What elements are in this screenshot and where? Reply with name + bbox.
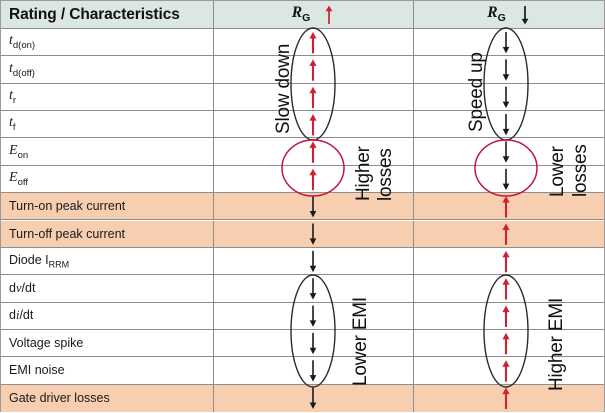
up-arrow-icon bbox=[325, 5, 333, 24]
cell-rg-down bbox=[413, 83, 604, 110]
table-row: Turn-off peak current bbox=[1, 220, 604, 248]
header-cell-rating: Rating / Characteristics bbox=[9, 5, 180, 23]
annotation-lower-losses-line1: Lower bbox=[547, 146, 568, 197]
table-row: tr bbox=[1, 83, 604, 111]
row-label-cell: tr bbox=[9, 87, 17, 106]
cell-rg-up bbox=[213, 220, 413, 247]
cell-rg-up bbox=[213, 302, 413, 329]
cell-rg-up bbox=[213, 357, 413, 384]
row-label-cell: dv/dt bbox=[9, 280, 36, 295]
row-label-cell: Diode IRRM bbox=[9, 252, 70, 270]
cell-rg-down bbox=[413, 247, 604, 275]
rg-symbol-down: RG bbox=[487, 4, 506, 25]
cell-rg-down bbox=[413, 357, 604, 384]
table-row: Turn-on peak current bbox=[1, 193, 604, 221]
cell-rg-up bbox=[213, 29, 413, 56]
cell-rg-down bbox=[413, 329, 604, 357]
row-label-cell: Voltage spike bbox=[9, 336, 84, 351]
annotation-slow-down: Slow down bbox=[273, 43, 294, 134]
row-label-cell: Turn-on peak current bbox=[9, 199, 126, 214]
cell-rg-down bbox=[413, 165, 604, 193]
annotation-higher-emi: Higher EMI bbox=[546, 297, 567, 391]
cell-rg-up bbox=[213, 138, 413, 165]
cell-rg-down bbox=[413, 220, 604, 247]
annotation-speed-up: Speed up bbox=[466, 52, 487, 132]
row-label-cell: td(on) bbox=[9, 33, 36, 52]
table-header-row: Rating / Characteristics RG RG bbox=[1, 1, 604, 29]
row-label-cell: tf bbox=[9, 115, 16, 134]
table-row: dv/dt bbox=[1, 275, 604, 303]
row-label-cell: di/dt bbox=[9, 308, 34, 323]
cell-rg-down bbox=[413, 302, 604, 329]
table-row: tf bbox=[1, 111, 604, 139]
cell-rg-down bbox=[413, 29, 604, 56]
header-cell-rg-down: RG bbox=[413, 1, 604, 28]
table-row: td(on) bbox=[1, 29, 604, 57]
cell-rg-down bbox=[413, 138, 604, 165]
cell-rg-up bbox=[213, 111, 413, 138]
cell-rg-up bbox=[213, 165, 413, 193]
row-label-cell: Eon bbox=[9, 142, 29, 161]
cell-rg-up bbox=[213, 56, 413, 83]
row-label-cell: EMI noise bbox=[9, 363, 65, 378]
table-row: Diode IRRM bbox=[1, 247, 604, 276]
table-row: Voltage spike bbox=[1, 329, 604, 358]
cell-rg-up bbox=[213, 275, 413, 302]
table-row: di/dt bbox=[1, 302, 604, 330]
cell-rg-down bbox=[413, 56, 604, 83]
table-row: EMI noise bbox=[1, 357, 604, 385]
annotation-lower-losses-line2: losses bbox=[570, 144, 591, 197]
annotation-higher-losses-line1: Higher bbox=[353, 146, 374, 201]
rg-symbol-up: RG bbox=[291, 4, 311, 25]
down-arrow-icon bbox=[521, 5, 529, 24]
annotation-higher-losses-line2: losses bbox=[375, 148, 396, 201]
row-label-cell: Gate driver losses bbox=[9, 391, 110, 406]
cell-rg-down bbox=[413, 193, 604, 220]
header-cell-rg-up: RG bbox=[213, 1, 413, 28]
cell-rg-down bbox=[413, 111, 604, 138]
row-label-cell: Eoff bbox=[9, 170, 28, 188]
row-label-cell: td(off) bbox=[9, 60, 35, 79]
cell-rg-up bbox=[213, 247, 413, 275]
cell-rg-down bbox=[413, 384, 604, 412]
cell-rg-up bbox=[213, 329, 413, 357]
annotation-lower-emi: Lower EMI bbox=[350, 296, 371, 386]
cell-rg-up bbox=[213, 83, 413, 110]
table-row: Eon bbox=[1, 138, 604, 166]
cell-rg-down bbox=[413, 275, 604, 302]
table-row: td(off) bbox=[1, 56, 604, 84]
table-row: Gate driver losses bbox=[1, 384, 604, 412]
cell-rg-up bbox=[213, 384, 413, 412]
table-row: Eoff bbox=[1, 165, 604, 194]
row-label-cell: Turn-off peak current bbox=[9, 226, 126, 241]
cell-rg-up bbox=[213, 193, 413, 220]
